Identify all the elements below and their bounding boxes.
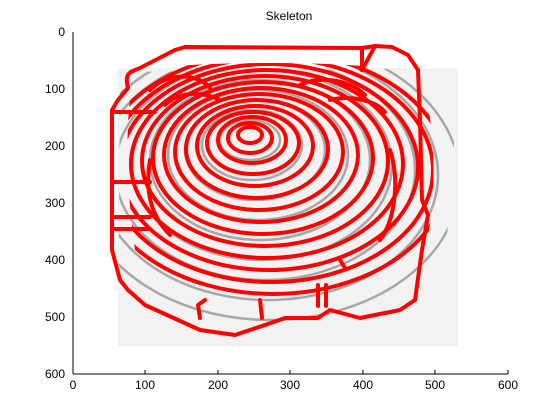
x-tick-label: 400: [353, 378, 373, 392]
y-tick-label: 0: [58, 25, 65, 39]
y-tick-label: 600: [45, 367, 65, 381]
figure-title: Skeleton: [265, 9, 313, 23]
x-tick-label: 0: [70, 378, 77, 392]
y-axis: 0 100 200 300 400 500 600: [45, 25, 74, 381]
skeleton-ridges: [110, 44, 434, 337]
y-tick-label: 300: [45, 196, 65, 210]
y-tick-label: 200: [45, 139, 65, 153]
x-tick-label: 500: [425, 378, 445, 392]
y-tick-label: 400: [45, 253, 65, 267]
y-tick-label: 100: [45, 82, 65, 96]
x-tick-label: 600: [498, 378, 518, 392]
x-axis: 0 100 200 300 400 500 600: [70, 370, 519, 392]
x-tick-labels: 0 100 200 300 400 500 600: [70, 378, 519, 392]
x-tick-label: 300: [280, 378, 300, 392]
x-tick-label: 100: [135, 378, 155, 392]
y-tick-labels: 0 100 200 300 400 500 600: [45, 25, 65, 381]
y-tick-label: 500: [45, 310, 65, 324]
x-tick-label: 200: [208, 378, 228, 392]
